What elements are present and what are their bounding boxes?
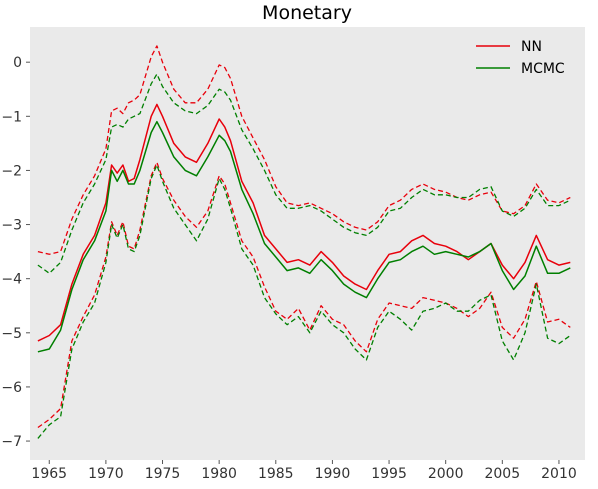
nn-mean-line	[37, 103, 571, 342]
x-tick-label: 1995	[371, 466, 407, 482]
x-tick-label: 2010	[541, 466, 577, 482]
legend: NN MCMC	[476, 39, 565, 77]
plot-area	[30, 27, 585, 460]
mcmc-mean-line	[37, 120, 571, 353]
y-axis-ticks: 0 −1 −2 −3 −4 −5 −6 −7	[1, 55, 30, 450]
mcmc-legend-label: MCMC	[521, 61, 565, 77]
x-tick-label: 1985	[258, 466, 294, 482]
series-layer	[37, 45, 571, 439]
x-tick-label: 1990	[315, 466, 351, 482]
y-tick-label: −5	[1, 326, 22, 342]
y-tick-label: −2	[1, 163, 22, 179]
y-tick-label: −7	[1, 434, 22, 450]
nn-upper-band-line	[37, 45, 571, 255]
x-tick-label: 1975	[145, 466, 181, 482]
y-tick-label: −6	[1, 380, 22, 396]
x-tick-label: 2000	[428, 466, 464, 482]
x-tick-label: 1970	[88, 466, 124, 482]
nn-lower-band-line	[37, 161, 571, 429]
x-tick-label: 2005	[484, 466, 520, 482]
x-tick-label: 1965	[31, 466, 67, 482]
y-tick-label: −4	[1, 272, 22, 288]
mcmc-upper-band-line	[37, 73, 571, 274]
y-tick-label: 0	[13, 55, 22, 71]
y-tick-label: −3	[1, 218, 22, 234]
x-tick-label: 1980	[201, 466, 237, 482]
y-tick-label: −1	[1, 109, 22, 125]
x-axis-ticks: 1965 1970 1975 1980 1985 1990 1995 2000 2005 2010	[31, 460, 577, 482]
chart-title: Monetary	[262, 2, 352, 24]
mcmc-lower-band-line	[37, 164, 571, 439]
nn-legend-label: NN	[521, 39, 542, 55]
